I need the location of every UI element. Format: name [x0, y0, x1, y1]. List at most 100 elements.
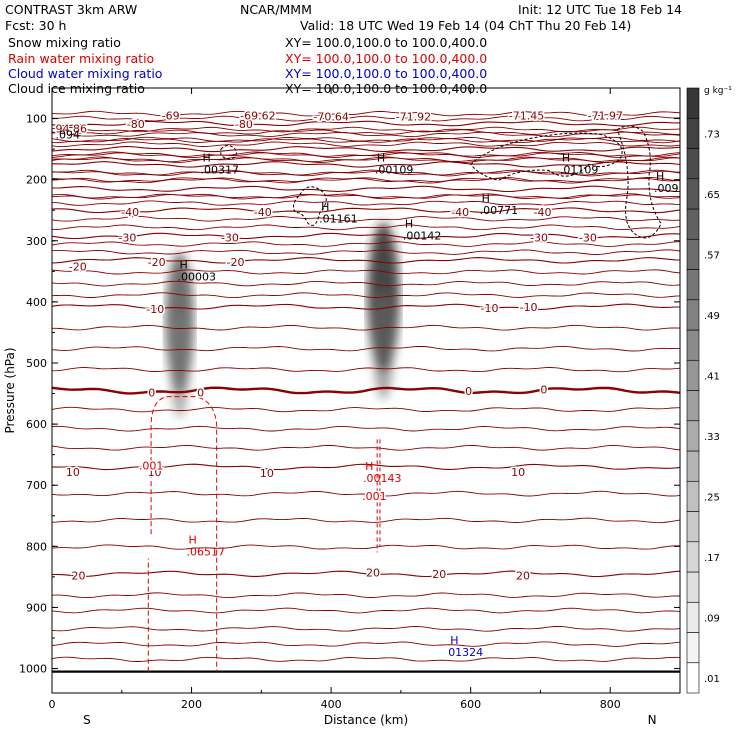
maximum-h-marker: H	[179, 258, 187, 271]
snow-column-tail	[373, 293, 394, 400]
contour-label: -80	[235, 118, 253, 131]
contour-label: .001	[139, 460, 164, 473]
cloud-ice-contour	[292, 186, 327, 226]
maximum-value-label: .00771	[480, 204, 518, 217]
contour-label: -70.64	[313, 111, 348, 124]
contour-label: -10	[481, 302, 499, 315]
colorbar-cell	[686, 541, 700, 573]
isotherm-line	[51, 656, 681, 662]
colorbar-cell	[686, 269, 700, 301]
contour-label: 10	[260, 467, 274, 480]
isotherm-line	[51, 406, 681, 413]
contour-label: 10	[66, 466, 80, 479]
y-tick-label: 300	[26, 235, 47, 248]
maximum-h-marker: H	[656, 170, 664, 183]
colorbar-label: .73	[704, 129, 720, 140]
field-label-rain: Rain water mixing ratio	[8, 51, 155, 66]
field-xy-rain: XY= 100.0,100.0 to 100.0,400.0	[285, 51, 488, 66]
y-tick-label: 700	[26, 479, 47, 492]
contour-label: 20	[72, 570, 86, 583]
isotherm-line	[51, 444, 681, 451]
maximum-value-label: .00142	[403, 229, 442, 242]
contour-label: -69	[162, 110, 180, 123]
contour-label: 0	[148, 386, 155, 399]
maximum-h-marker: H	[405, 217, 413, 230]
colorbar-label: .01	[704, 674, 720, 685]
isotherm-line	[51, 232, 681, 240]
contour-label: 0	[197, 386, 204, 399]
contour-label: -30	[221, 232, 239, 245]
colorbar-cell	[686, 238, 700, 270]
y-tick-label: 400	[26, 296, 47, 309]
colorbar-cell	[686, 329, 700, 361]
field-label-snow: Snow mixing ratio	[8, 35, 121, 50]
isotherm-line	[51, 152, 681, 159]
isotherm-line	[51, 110, 681, 117]
field-xy-cloud-water: XY= 100.0,100.0 to 100.0,400.0	[285, 66, 488, 81]
isotherm-line	[51, 176, 681, 183]
maximum-h-marker: H	[189, 533, 197, 546]
contour-label: .001	[362, 490, 387, 503]
x-tick-label: 200	[181, 698, 202, 711]
isotherm-line	[51, 425, 681, 432]
y-tick-label: 600	[26, 418, 47, 431]
colorbar-cell	[686, 450, 700, 482]
cloud-ice-contour	[220, 145, 237, 160]
colorbar-unit: g kg⁻¹	[704, 86, 732, 96]
colorbar-label: .09	[704, 613, 720, 624]
cloud-ice-contour	[616, 125, 662, 239]
contour-label: -20	[69, 260, 87, 273]
rain-water-contour	[376, 439, 381, 553]
contour-label: -10	[520, 301, 538, 314]
colorbar-label: .17	[704, 553, 720, 564]
maximum-value-label: .01109	[560, 163, 599, 176]
y-tick-label: 500	[26, 357, 47, 370]
y-tick-label: 800	[26, 540, 47, 553]
isotherm-line	[51, 136, 681, 142]
contour-label: -71.97	[588, 110, 623, 123]
init-time: Init: 12 UTC Tue 18 Feb 14	[518, 2, 683, 17]
maximum-h-marker: H	[377, 151, 385, 164]
isotherm-line	[51, 517, 681, 524]
isotherm-line	[51, 215, 681, 222]
colorbar-cell	[686, 632, 700, 664]
colorbar-label: .57	[704, 250, 720, 261]
contour-label: -20	[148, 256, 166, 269]
colorbar-label: .65	[704, 190, 720, 201]
colorbar-cell	[686, 117, 700, 149]
isotherm-line	[51, 207, 681, 214]
y-tick-label: 200	[26, 174, 47, 187]
colorbar-cell	[686, 148, 700, 180]
colorbar-cell	[686, 511, 700, 543]
maximum-value-label: .00109	[375, 163, 414, 176]
isotherm-line	[52, 570, 681, 578]
isotherm-line	[51, 126, 681, 133]
colorbar-label: .41	[704, 371, 720, 382]
colorbar-cell	[686, 571, 700, 603]
isotherm-line	[51, 292, 681, 299]
x-tick-label: 400	[321, 698, 342, 711]
isotherm-line	[51, 345, 680, 352]
contour-label: -10	[146, 303, 164, 316]
isotherm-line	[51, 131, 681, 138]
colorbar-cell	[686, 87, 700, 119]
isotherm-line	[51, 463, 681, 471]
x-tick-label: 800	[600, 698, 621, 711]
contour-label: -20	[227, 256, 245, 269]
isotherm-line	[51, 241, 681, 247]
contour-label: -71.92	[396, 111, 431, 124]
org-title: NCAR/MMM	[240, 2, 312, 17]
contour-label: -69.62	[240, 110, 275, 123]
maximum-value-label: .00317	[200, 163, 239, 176]
field-xy-snow: XY= 100.0,100.0 to 100.0,400.0	[285, 35, 488, 50]
colorbar-label: .33	[704, 432, 720, 443]
colorbar-label: .25	[704, 492, 720, 503]
colorbar-cell	[686, 299, 700, 331]
isotherm-line	[51, 625, 681, 632]
colorbar-cell	[686, 662, 700, 694]
contour-label: 94.86	[55, 122, 87, 135]
isotherm-line	[52, 185, 680, 193]
contour-label: 20	[432, 568, 446, 581]
x-tick-label: 600	[460, 698, 481, 711]
plot-frame	[51, 87, 681, 694]
